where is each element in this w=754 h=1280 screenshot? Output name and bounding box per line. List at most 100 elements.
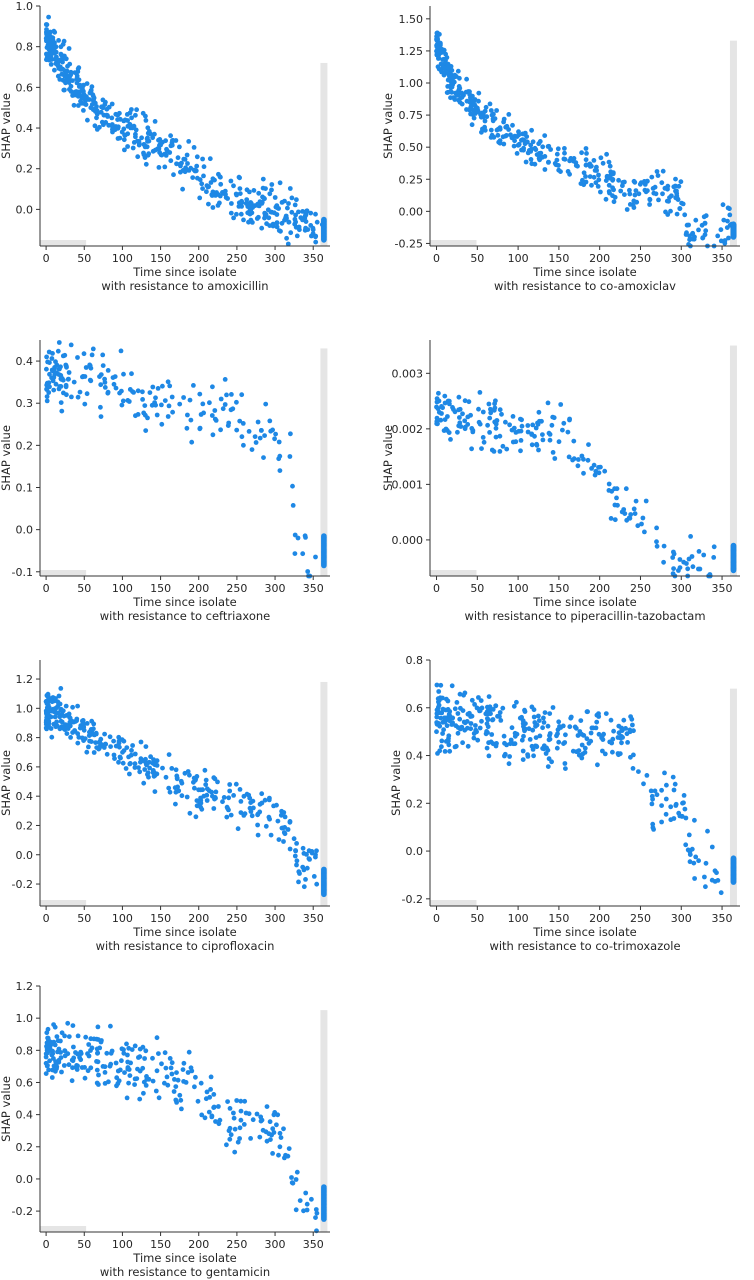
- scatter-point: [469, 446, 474, 452]
- scatter-point: [303, 1190, 309, 1196]
- scatter-point: [53, 724, 59, 730]
- scatter-point: [457, 716, 463, 722]
- scatter-point: [536, 713, 541, 719]
- scatter-point: [627, 202, 633, 207]
- scatter-point: [443, 707, 449, 713]
- scatter-point: [145, 139, 150, 144]
- x-tick-label: 0: [433, 252, 440, 265]
- scatter-point: [57, 384, 63, 389]
- scatter-point: [672, 781, 678, 787]
- scatter-point: [177, 161, 183, 167]
- scatter-point: [661, 559, 666, 565]
- scatter-point: [218, 427, 224, 433]
- scatter-point: [211, 1092, 217, 1097]
- scatter-point: [696, 858, 701, 864]
- scatter-point: [575, 463, 581, 469]
- scatter-point: [85, 117, 90, 123]
- scatter-point: [641, 781, 646, 787]
- scatter-point: [59, 1069, 64, 1075]
- scatter-point: [664, 198, 670, 204]
- scatter-point: [218, 181, 224, 187]
- scatter-point: [83, 1034, 89, 1040]
- scatter-point: [500, 705, 506, 711]
- scatter-point: [567, 417, 572, 423]
- scatter-point: [576, 457, 581, 462]
- scatter-point: [178, 778, 184, 784]
- scatter-point: [476, 90, 482, 96]
- scatter-point: [209, 1113, 215, 1119]
- scatter-point: [499, 411, 504, 417]
- scatter-point: [169, 1060, 175, 1066]
- scatter-point: [152, 789, 158, 794]
- scatter-point: [154, 412, 160, 418]
- y-tick-label: 0.4: [16, 355, 34, 368]
- scatter-point: [140, 110, 146, 116]
- scatter-point: [277, 1144, 283, 1150]
- scatter-point: [54, 1034, 60, 1039]
- scatter-point: [75, 740, 81, 746]
- scatter-point: [102, 1070, 108, 1075]
- scatter-point: [297, 871, 302, 876]
- scatter-point: [510, 439, 516, 445]
- scatter-point: [204, 798, 210, 803]
- scatter-point: [262, 212, 268, 218]
- scatter-point: [676, 183, 682, 189]
- scatter-point: [259, 428, 264, 433]
- scatter-point: [555, 146, 561, 152]
- scatter-point: [171, 1089, 177, 1094]
- scatter-point: [611, 199, 617, 205]
- scatter-point: [46, 14, 51, 20]
- scatter-point: [610, 749, 615, 755]
- y-tick-label: 0.001: [392, 478, 424, 491]
- scatter-point: [491, 407, 497, 413]
- scatter-point: [43, 1071, 49, 1076]
- scatter-point: [52, 67, 57, 73]
- scatter-point: [135, 388, 141, 394]
- scatter-point: [162, 398, 168, 403]
- scatter-point: [485, 422, 490, 428]
- scatter-point: [140, 397, 146, 402]
- scatter-point: [188, 417, 194, 423]
- scatter-point: [293, 848, 299, 854]
- scatter-point: [160, 383, 165, 389]
- scatter-point: [491, 134, 497, 140]
- scatter-point: [264, 1104, 270, 1109]
- scatter-point: [234, 1098, 240, 1103]
- scatter-point: [185, 161, 190, 166]
- scatter-point: [687, 849, 693, 855]
- scatter-point: [610, 177, 615, 183]
- scatter-point: [627, 187, 632, 193]
- scatter-point: [108, 1050, 114, 1056]
- scatter-point: [598, 189, 603, 195]
- scatter-point: [668, 208, 673, 214]
- scatter-point: [95, 1024, 101, 1030]
- scatter-point: [138, 756, 144, 762]
- scatter-point: [670, 774, 676, 780]
- scatter-point: [715, 878, 721, 883]
- x-tick-label: 350: [712, 912, 733, 925]
- scatter-point: [231, 1110, 236, 1116]
- scatter-point: [247, 211, 253, 217]
- y-tick-label: 1.2: [16, 980, 34, 993]
- y-tick-label: -0.1: [12, 566, 33, 579]
- scatter-point: [539, 418, 544, 424]
- scatter-point: [303, 877, 308, 882]
- scatter-point: [687, 859, 693, 865]
- scatter-point: [70, 1065, 75, 1071]
- scatter-point: [143, 1048, 149, 1054]
- scatter-point: [486, 401, 492, 407]
- scatter-point: [321, 1184, 327, 1190]
- scatter-point: [461, 692, 466, 698]
- scatter-point: [44, 52, 50, 57]
- scatter-point: [277, 1130, 283, 1136]
- x-tick-label: 100: [508, 582, 529, 595]
- scatter-point: [194, 154, 200, 160]
- scatter-point: [156, 137, 161, 143]
- x-axis-label: Time since isolate: [132, 1251, 236, 1265]
- scatter-point: [55, 703, 61, 709]
- scatter-point: [157, 150, 163, 155]
- scatter-point: [61, 726, 67, 731]
- scatter-point: [43, 22, 49, 27]
- scatter-point: [173, 1084, 179, 1089]
- scatter-point: [230, 406, 236, 412]
